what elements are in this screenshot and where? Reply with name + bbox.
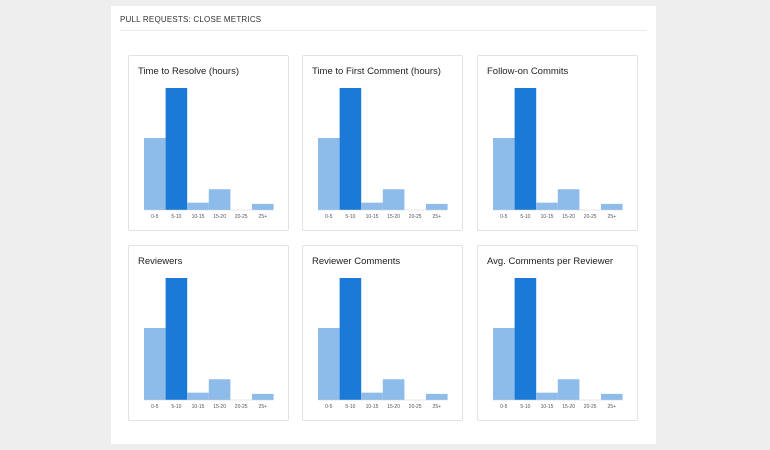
bar-0-5 (144, 328, 166, 400)
bar-15-20 (208, 189, 231, 210)
bar-5-10 (165, 278, 188, 400)
panel-divider (120, 30, 647, 31)
x-tick-label: 0-5 (325, 214, 332, 220)
x-tick-label: 15-20 (387, 404, 400, 410)
close-metrics-panel: PULL REQUESTS: CLOSE METRICS Time to Res… (111, 6, 656, 444)
x-tick-label: 0-5 (500, 214, 507, 220)
x-tick-label: 10-15 (366, 404, 379, 410)
bar-15-20 (208, 379, 231, 400)
x-tick-label: 20-25 (409, 214, 422, 220)
histogram-avg-comments-per-reviewer: 0-5 5-10 10-15 15-20 20-25 25+ (493, 278, 623, 410)
x-tick-label: 0-5 (151, 214, 158, 220)
chart-title: Reviewer Comments (312, 256, 401, 267)
x-tick-label: 20-25 (235, 214, 248, 220)
bar-10-15 (536, 392, 558, 400)
x-tick-label: 10-15 (192, 404, 205, 410)
chart-card-reviewers: Reviewers 0-5 5-10 10-15 15-20 20-25 25+ (128, 245, 289, 421)
bar-0-5 (318, 328, 340, 400)
x-tick-label: 15-20 (213, 214, 226, 220)
chart-title: Reviewers (138, 256, 183, 267)
chart-card-follow-on-commits: Follow-on Commits 0-5 5-10 10-15 15-20 20-25… (477, 55, 638, 231)
x-tick-label: 5-10 (171, 214, 181, 220)
bar-5-10 (339, 88, 362, 210)
x-tick-label: 20-25 (235, 404, 248, 410)
histogram-reviewers: 0-5 5-10 10-15 15-20 20-25 25+ (144, 278, 274, 410)
chart-title: Time to First Comment (hours) (312, 66, 441, 77)
chart-card-avg-comments-per-reviewer: Avg. Comments per Reviewer 0-5 5-10 10-15 1… (477, 245, 638, 421)
bar-15-20 (557, 189, 580, 210)
x-tick-label: 5-10 (171, 404, 181, 410)
x-tick-label: 10-15 (541, 214, 554, 220)
bar-5-10 (339, 278, 362, 400)
chart-card-time-to-first-comment: Time to First Comment (hours) 0-5 5-10 10-… (302, 55, 463, 231)
bar-0-5 (493, 138, 515, 210)
histogram-time-to-first-comment: 0-5 5-10 10-15 15-20 20-25 25+ (318, 88, 448, 220)
x-tick-label: 5-10 (345, 404, 355, 410)
chart-title: Follow-on Commits (487, 66, 569, 77)
x-tick-label: 5-10 (345, 214, 355, 220)
bar-5-10 (514, 278, 537, 400)
x-tick-label: 0-5 (151, 404, 158, 410)
x-tick-label: 10-15 (541, 404, 554, 410)
x-tick-label: 25+ (608, 404, 617, 410)
bar-5-10 (514, 88, 537, 210)
histogram-reviewer-comments: 0-5 5-10 10-15 15-20 20-25 25+ (318, 278, 448, 410)
x-tick-label: 0-5 (500, 404, 507, 410)
bar-15-20 (382, 189, 405, 210)
x-tick-label: 10-15 (192, 214, 205, 220)
x-tick-label: 5-10 (520, 404, 530, 410)
panel-title: PULL REQUESTS: CLOSE METRICS (120, 15, 262, 24)
bar-10-15 (361, 202, 383, 210)
bar-10-15 (361, 392, 383, 400)
bar-15-20 (382, 379, 405, 400)
bar-5-10 (165, 88, 188, 210)
bar-10-15 (187, 392, 209, 400)
x-tick-label: 25+ (259, 404, 268, 410)
x-tick-label: 20-25 (584, 214, 597, 220)
x-tick-label: 25+ (259, 214, 268, 220)
x-tick-label: 15-20 (562, 404, 575, 410)
x-tick-label: 25+ (433, 404, 442, 410)
x-tick-label: 15-20 (562, 214, 575, 220)
bar-10-15 (536, 202, 558, 210)
histogram-follow-on-commits: 0-5 5-10 10-15 15-20 20-25 25+ (493, 88, 623, 220)
bar-25+ (601, 203, 623, 210)
bar-25+ (426, 203, 448, 210)
bar-10-15 (187, 202, 209, 210)
bar-0-5 (318, 138, 340, 210)
x-tick-label: 25+ (608, 214, 617, 220)
x-tick-label: 20-25 (409, 404, 422, 410)
histogram-time-to-resolve: 0-5 5-10 10-15 15-20 20-25 25+ (144, 88, 274, 220)
chart-title: Avg. Comments per Reviewer (487, 256, 614, 267)
x-tick-label: 10-15 (366, 214, 379, 220)
bar-25+ (252, 393, 274, 400)
x-tick-label: 15-20 (213, 404, 226, 410)
x-tick-label: 5-10 (520, 214, 530, 220)
x-tick-label: 0-5 (325, 404, 332, 410)
bar-15-20 (557, 379, 580, 400)
bar-0-5 (144, 138, 166, 210)
bar-25+ (426, 393, 448, 400)
x-tick-label: 25+ (433, 214, 442, 220)
chart-title: Time to Resolve (hours) (138, 66, 240, 77)
x-tick-label: 15-20 (387, 214, 400, 220)
x-tick-label: 20-25 (584, 404, 597, 410)
chart-card-reviewer-comments: Reviewer Comments 0-5 5-10 10-15 15-20 20-25… (302, 245, 463, 421)
bar-0-5 (493, 328, 515, 400)
bar-25+ (252, 203, 274, 210)
bar-25+ (601, 393, 623, 400)
chart-card-time-to-resolve: Time to Resolve (hours) 0-5 5-10 10-15 15-2… (128, 55, 289, 231)
